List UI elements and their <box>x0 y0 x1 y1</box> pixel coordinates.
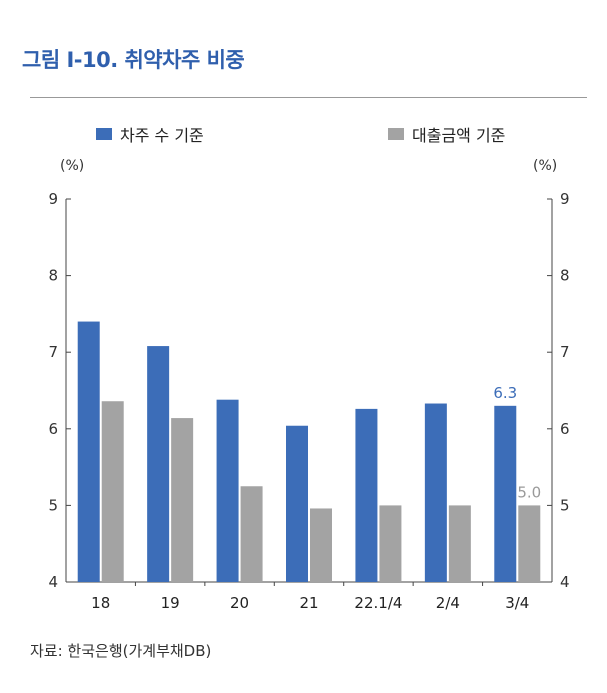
bar-loan-amount <box>448 505 471 582</box>
bar-loan-amount <box>379 505 402 582</box>
bar-loan-amount <box>101 401 124 582</box>
bar-borrowers <box>494 405 517 582</box>
left-y-tick-label: 5 <box>48 496 58 514</box>
legend-swatch-loan-amount <box>388 128 404 140</box>
x-tick-label: 21 <box>299 594 318 612</box>
right-y-tick-label: 4 <box>560 573 570 591</box>
right-y-tick-label: 9 <box>560 190 570 208</box>
data-label: 6.3 <box>493 384 517 402</box>
right-axis-unit: (%) <box>533 158 558 174</box>
legend-swatch-borrowers <box>96 128 112 140</box>
bar-borrowers <box>424 403 447 582</box>
legend-label-borrowers: 차주 수 기준 <box>120 126 204 145</box>
x-tick-label: 19 <box>161 594 180 612</box>
left-y-tick-label: 4 <box>48 573 58 591</box>
bar-loan-amount <box>518 505 541 582</box>
bar-loan-amount <box>310 508 332 582</box>
x-tick-label: 22.1/4 <box>354 594 402 612</box>
left-y-tick-label: 8 <box>48 267 58 285</box>
right-y-tick-label: 5 <box>560 496 570 514</box>
bar-borrowers <box>216 399 239 582</box>
chart-title: 그림 Ⅰ-10. 취약차주 비중 <box>22 48 245 72</box>
bar-borrowers <box>77 321 100 582</box>
x-tick-label: 3/4 <box>505 594 529 612</box>
bar-borrowers <box>147 346 170 582</box>
right-y-tick-label: 6 <box>560 420 570 438</box>
legend-item-loan-amount: 대출금액 기준 <box>388 122 505 146</box>
data-label: 5.0 <box>517 483 541 501</box>
left-y-tick-label: 6 <box>48 420 58 438</box>
bar-loan-amount <box>240 486 263 582</box>
bar-borrowers <box>355 408 378 582</box>
x-tick-label: 20 <box>230 594 249 612</box>
left-axis-unit: (%) <box>60 158 85 174</box>
right-y-tick-label: 7 <box>560 343 570 361</box>
title-divider <box>30 97 587 98</box>
legend-label-loan-amount: 대출금액 기준 <box>412 126 506 145</box>
legend-item-borrowers: 차주 수 기준 <box>96 122 204 146</box>
right-y-tick-label: 8 <box>560 267 570 285</box>
bar-loan-amount <box>171 418 194 582</box>
x-tick-label: 2/4 <box>436 594 460 612</box>
bar-borrowers <box>286 425 308 582</box>
x-tick-label: 18 <box>91 594 110 612</box>
left-y-tick-label: 9 <box>48 190 58 208</box>
source-note: 자료: 한국은행(가계부채DB) <box>30 642 212 660</box>
left-y-tick-label: 7 <box>48 343 58 361</box>
